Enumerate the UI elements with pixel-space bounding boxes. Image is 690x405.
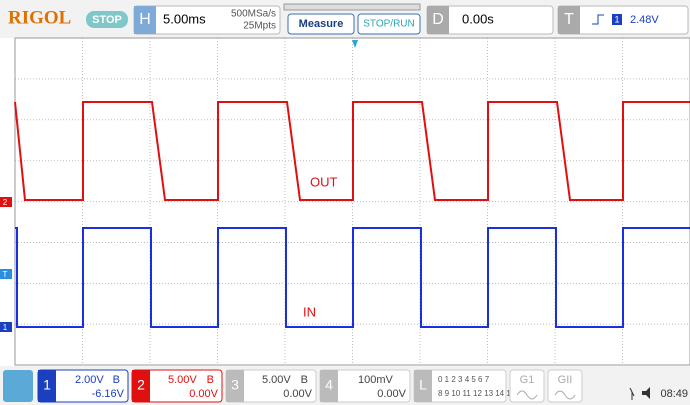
logic-row1: 0 1 2 3 4 5 6 7 bbox=[438, 375, 490, 384]
stoprun-button[interactable] bbox=[357, 13, 421, 35]
ch4-key-bg bbox=[320, 370, 338, 402]
h-key-bg bbox=[134, 6, 156, 34]
out-waveform bbox=[14, 101, 690, 201]
usb-icon bbox=[629, 387, 635, 400]
status: STOP bbox=[92, 14, 122, 26]
ch1-bw: B bbox=[113, 374, 120, 386]
measure-button[interactable] bbox=[287, 13, 355, 35]
ch1-offset: -6.16V bbox=[92, 388, 125, 400]
timebase: 5.00ms bbox=[163, 11, 206, 26]
t-key: T bbox=[564, 11, 574, 28]
trigger-source: 1 bbox=[614, 14, 619, 24]
trigger-marker bbox=[0, 269, 12, 279]
ch3-number: 3 bbox=[231, 377, 239, 393]
logic-key-bg bbox=[414, 370, 432, 402]
status-badge bbox=[86, 11, 128, 28]
stoprun-label: STOP/RUN bbox=[363, 19, 415, 30]
ch2-offset: 0.00V bbox=[189, 388, 218, 400]
ch2-scale: 5.00V bbox=[168, 374, 197, 386]
t-key-bg bbox=[558, 6, 580, 34]
ch3-offset: 0.00V bbox=[283, 388, 312, 400]
ch3-bw: B bbox=[301, 374, 308, 386]
ch1-key-bg bbox=[38, 370, 56, 402]
out-label: OUT bbox=[310, 174, 338, 189]
clock: 08:49 bbox=[660, 388, 688, 400]
d-key: D bbox=[432, 11, 444, 28]
g1-box[interactable] bbox=[509, 369, 545, 403]
in-label: IN bbox=[303, 304, 316, 319]
ch2-marker-label: 2 bbox=[3, 198, 8, 207]
ch2-marker bbox=[0, 197, 12, 207]
menu-button[interactable] bbox=[3, 370, 33, 402]
g1-label: G1 bbox=[520, 374, 535, 386]
screen-border bbox=[14, 37, 690, 366]
ch1-marker bbox=[0, 322, 12, 332]
ch4-offset: 0.00V bbox=[377, 388, 406, 400]
source-bg bbox=[612, 14, 622, 25]
in-waveform bbox=[15, 227, 690, 328]
ch4-number: 4 bbox=[325, 377, 333, 393]
g2-label: GII bbox=[558, 374, 573, 386]
trigger-position bbox=[352, 40, 358, 48]
h-key: H bbox=[139, 11, 151, 28]
ch3-key-bg bbox=[226, 370, 244, 402]
d-key-bg bbox=[427, 6, 449, 34]
trigger-level: 2.48V bbox=[630, 14, 659, 26]
ch2-key-bg bbox=[132, 370, 150, 402]
trigger-marker-label: T bbox=[3, 270, 8, 279]
speaker-icon bbox=[642, 387, 650, 399]
edge-icon bbox=[592, 14, 604, 25]
g2-wave bbox=[554, 390, 576, 400]
memory: 25Mpts bbox=[243, 21, 276, 32]
logic-row2: 8 9 10 11 12 13 14 15 bbox=[438, 389, 516, 398]
ch2-bw: B bbox=[207, 374, 214, 386]
sample-rate: 500MSa/s bbox=[231, 9, 276, 20]
ch1-scale: 2.00V bbox=[75, 374, 104, 386]
delay-value: 0.00s bbox=[462, 11, 494, 26]
ch1-number: 1 bbox=[43, 377, 51, 393]
ch4-scale: 100mV bbox=[358, 374, 394, 386]
ch1-marker-label: 1 bbox=[3, 323, 8, 332]
brand: RIGOL bbox=[8, 7, 71, 28]
memory-bar bbox=[283, 3, 421, 11]
logic-key: L bbox=[419, 377, 427, 393]
measure-label: Measure bbox=[299, 18, 344, 30]
ch2-number: 2 bbox=[137, 377, 145, 393]
g1-wave bbox=[516, 390, 538, 400]
grid bbox=[15, 38, 690, 365]
g2-box[interactable] bbox=[547, 369, 583, 403]
ch3-scale: 5.00V bbox=[262, 374, 291, 386]
